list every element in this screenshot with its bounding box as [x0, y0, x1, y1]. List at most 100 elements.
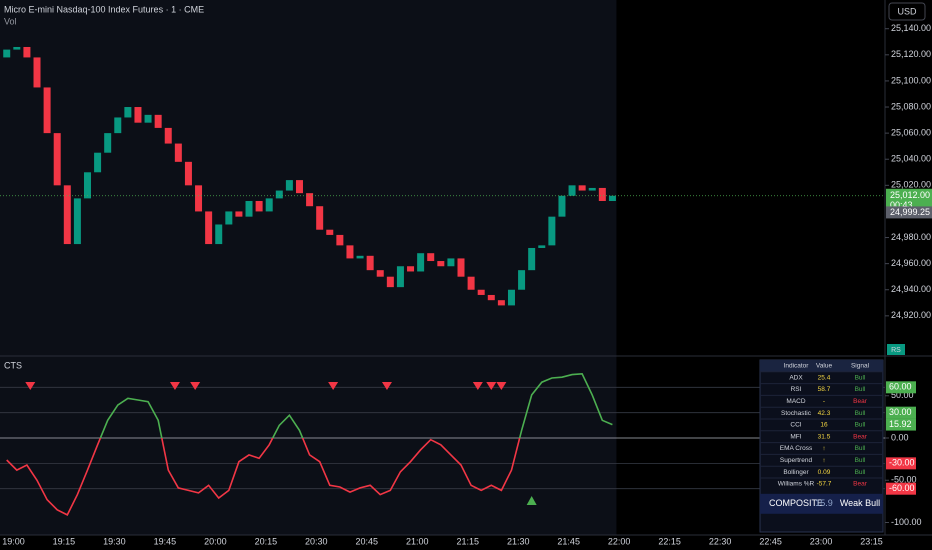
x-tick-label: 22:30 [709, 536, 732, 546]
level-tag: 30.00 [889, 407, 912, 417]
candle-body [184, 161, 192, 186]
sell-signal [25, 382, 36, 390]
candle-body [215, 224, 223, 245]
table-cell: Bear [853, 481, 868, 488]
candle-body [23, 46, 31, 58]
candle-body [447, 258, 455, 267]
candle-body [53, 133, 61, 186]
composite-cell: 15.9 [815, 498, 833, 508]
candle-body [63, 185, 71, 245]
candle-body [407, 266, 415, 272]
level-tag-bg [886, 381, 916, 394]
candle-body [154, 114, 162, 128]
table-cell: ↑ [822, 445, 825, 452]
y-tick-label: 25,040.00 [891, 154, 931, 164]
candle-body [396, 266, 404, 288]
x-tick-label: 20:30 [305, 536, 328, 546]
currency-label[interactable]: USD [897, 6, 917, 16]
sell-signal [190, 382, 201, 390]
y-tick-label: 24,940.00 [891, 284, 931, 294]
candle-body [608, 195, 616, 201]
y-tick-label: 50.00 [891, 390, 914, 400]
x-tick-label: 23:15 [860, 536, 883, 546]
sell-signal [328, 382, 339, 390]
table-cell: Bull [855, 410, 866, 417]
composite-bg [760, 493, 883, 514]
table-cell: 31.5 [818, 433, 831, 440]
candle-body [265, 198, 273, 212]
table-cell: EMA Cross [780, 445, 813, 452]
x-tick-label: 19:00 [2, 536, 25, 546]
candle-body [588, 187, 596, 191]
table-cell: Supertrend [780, 457, 813, 464]
current-tag: 15.92 [889, 419, 912, 429]
y-tick-label: 24,960.00 [891, 258, 931, 268]
candle-body [598, 187, 606, 201]
y-tick-label: -50.00 [891, 475, 917, 485]
x-tick-label: 22:15 [658, 536, 681, 546]
candle-body [497, 300, 505, 306]
candle-body [457, 258, 465, 277]
table-cell: Williams %R [778, 481, 815, 488]
table-cell: CCI [790, 422, 801, 429]
currency-button[interactable] [888, 2, 926, 21]
table-cell: 42.3 [818, 410, 831, 417]
table-cell: Bollinger [783, 469, 809, 476]
candle-body [366, 255, 374, 271]
level-tag-bg [886, 406, 916, 419]
table-cell: RSI [791, 386, 802, 393]
y-tick-label: 25,020.00 [891, 180, 931, 190]
x-tick-label: 23:00 [810, 536, 833, 546]
x-tick-label: 21:15 [456, 536, 479, 546]
sell-signal [496, 382, 507, 390]
table-cell: Bull [855, 469, 866, 476]
candle-body [437, 261, 445, 267]
x-tick-label: 19:15 [53, 536, 76, 546]
table-cell: Bull [855, 445, 866, 452]
candle-body [114, 117, 122, 134]
level-tag: -60.00 [889, 483, 915, 493]
session-background [0, 0, 617, 535]
chart-title: Micro E-mini Nasdaq-100 Index Futures · … [4, 4, 204, 14]
candle-body [316, 206, 324, 230]
table-header: Indicator [784, 363, 810, 370]
x-tick-label: 21:45 [557, 536, 580, 546]
candle-body [427, 253, 435, 262]
table-header: Signal [851, 363, 870, 370]
candle-body [336, 234, 344, 246]
x-tick-label: 20:45 [356, 536, 379, 546]
candle-body [346, 245, 354, 259]
x-tick-label: 22:45 [759, 536, 782, 546]
table-header: Value [816, 363, 833, 370]
table-cell: 58.7 [818, 386, 831, 393]
y-tick-label: 25,140.00 [891, 23, 931, 33]
table-cell: MACD [786, 398, 805, 405]
candle-body [205, 211, 213, 245]
level-tag: -30.00 [889, 458, 915, 468]
x-tick-label: 20:15 [255, 536, 278, 546]
cts-line [6, 372, 613, 516]
candle-body [255, 200, 263, 212]
candle-body [386, 276, 394, 288]
candle-body [134, 107, 142, 123]
candle-body [417, 253, 425, 272]
table-cell: 25.4 [818, 374, 831, 381]
candle-body [73, 198, 81, 245]
candle-body [507, 289, 515, 306]
countdown: 00:43 [890, 200, 913, 210]
candle-body [174, 143, 182, 162]
candle-body [124, 107, 132, 118]
candle-body [306, 193, 314, 207]
table-cell: 0.09 [818, 469, 831, 476]
candle-body [548, 216, 556, 246]
candle-body [518, 270, 526, 290]
candle-body [225, 211, 233, 225]
table-cell: Stochastic [781, 410, 812, 417]
candle-body [195, 185, 203, 212]
x-tick-label: 21:00 [406, 536, 429, 546]
table-cell: ↑ [822, 457, 825, 464]
indicator-title: CTS [4, 360, 22, 370]
y-tick-label: -100.00 [891, 517, 922, 527]
candle-body [33, 57, 41, 88]
